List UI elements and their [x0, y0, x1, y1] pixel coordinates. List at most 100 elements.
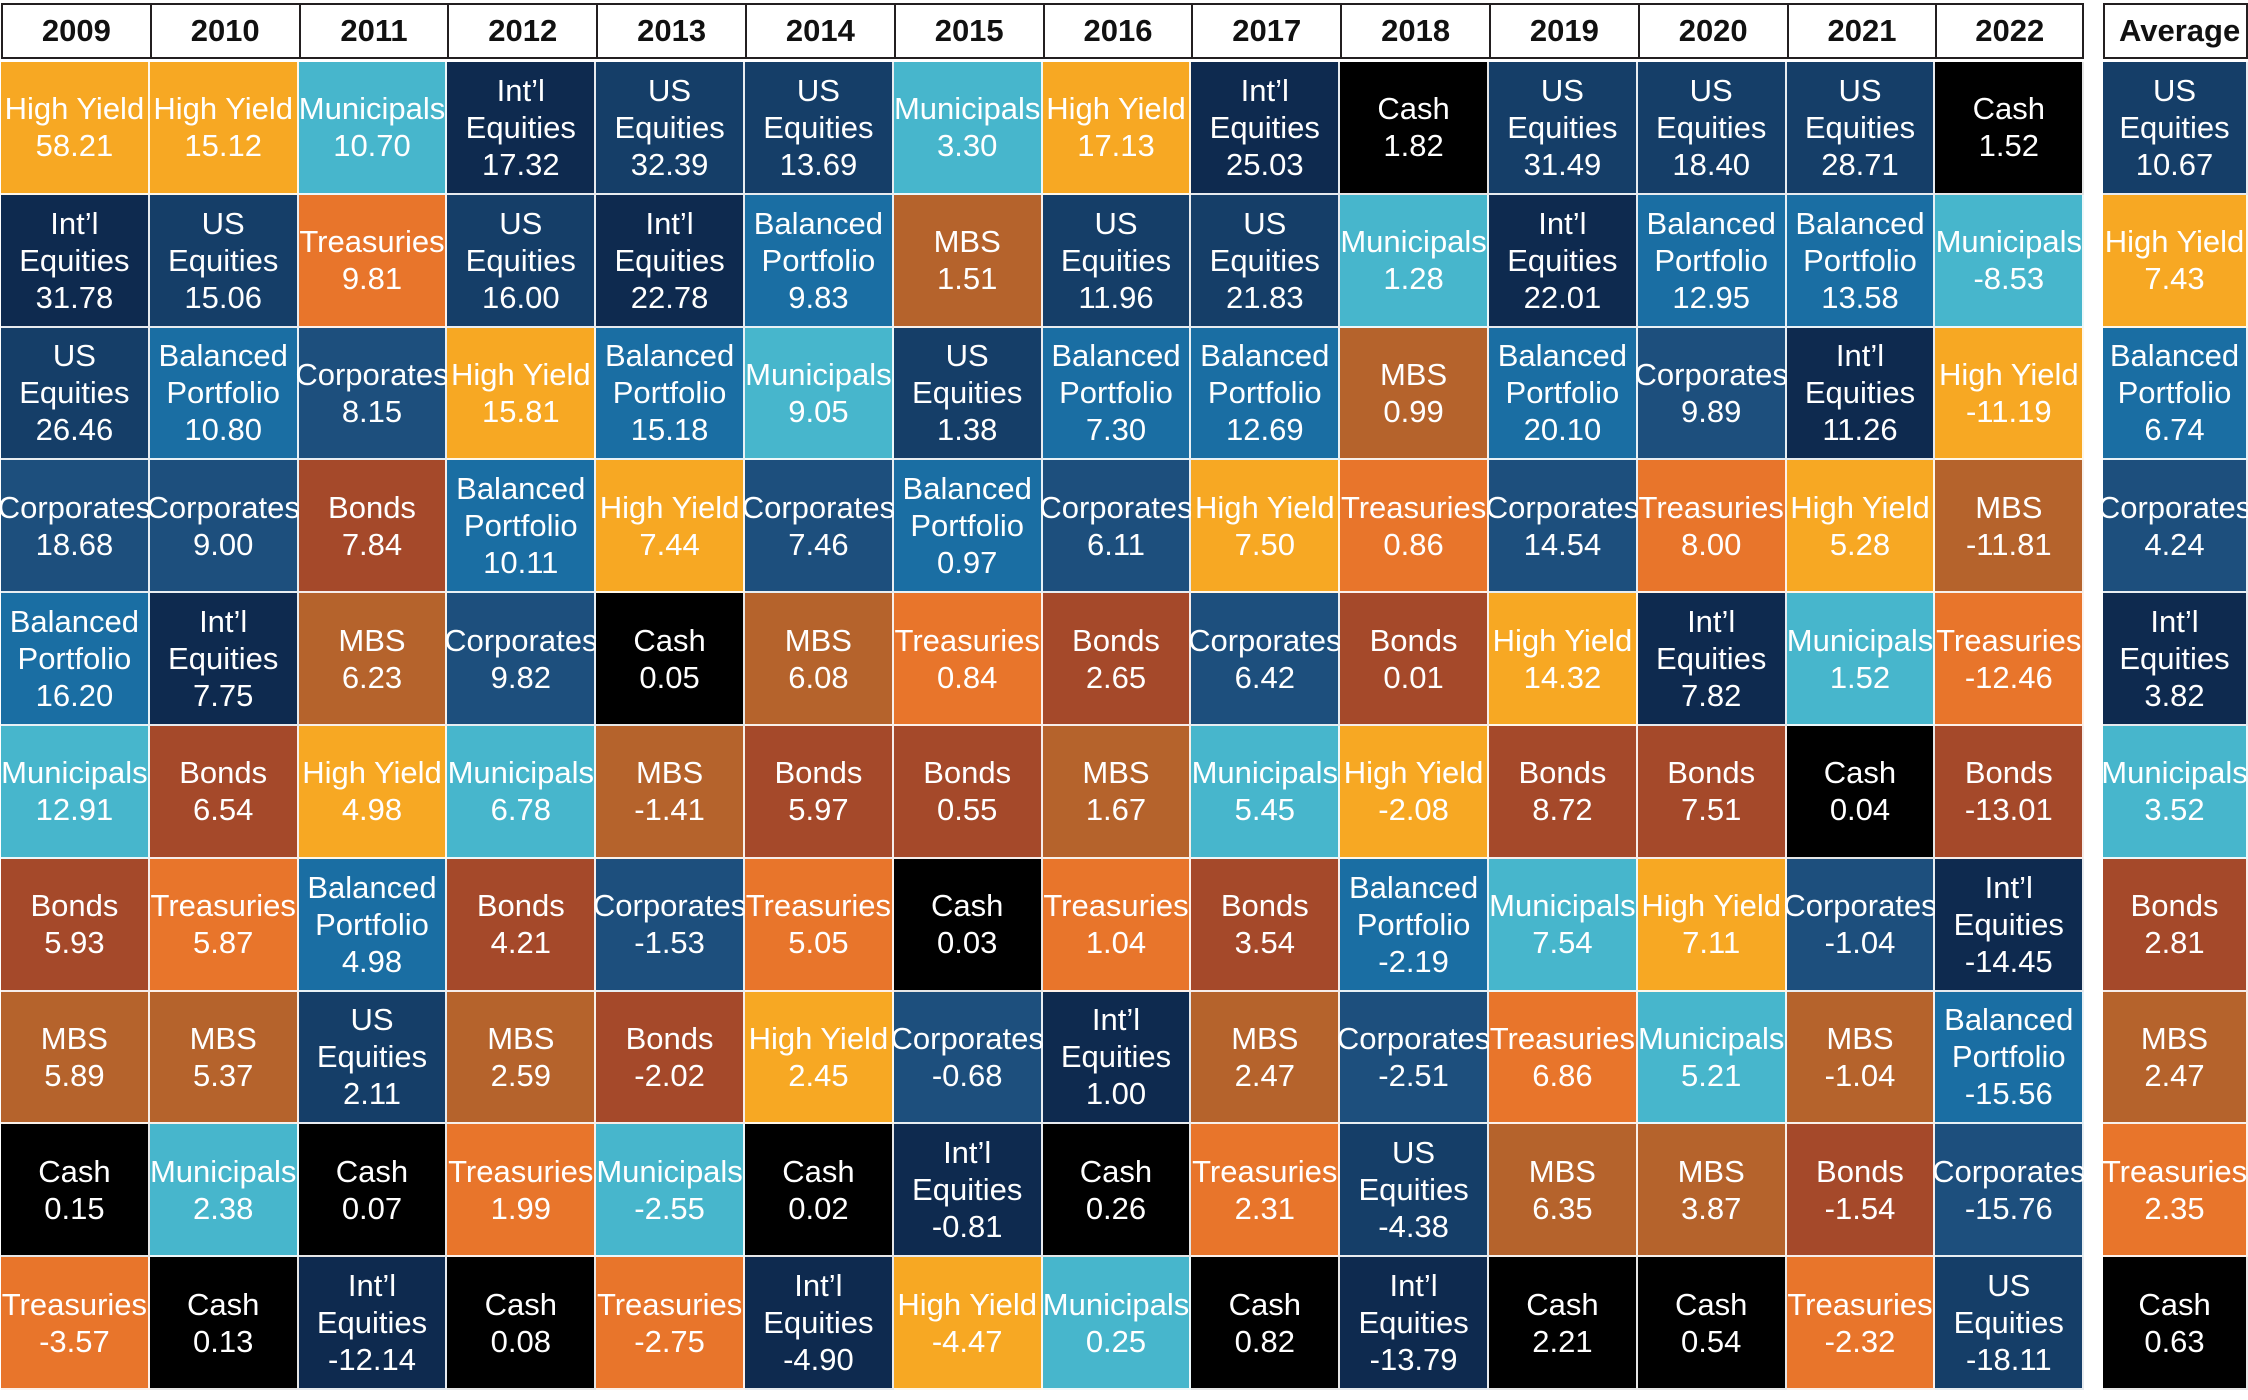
asset-class-label: US Equities [19, 338, 130, 411]
return-cell: Corporates 6.11 [1039, 460, 1193, 594]
asset-class-label: High Yield [2104, 224, 2245, 260]
return-value: 18.40 [1672, 146, 1750, 182]
asset-class-label: Int’l Equities [614, 205, 725, 278]
return-value: 0.07 [341, 1190, 403, 1226]
return-cell: MBS 1.67 [1042, 726, 1192, 859]
return-cell: Treasuries 6.86 [1489, 991, 1638, 1125]
return-value: 12.95 [1672, 279, 1750, 315]
return-value: -3.57 [39, 1323, 110, 1359]
asset-class-label: MBS [40, 1020, 108, 1056]
asset-class-label: Balanced Portfolio [2109, 338, 2240, 411]
asset-class-label: Municipals [447, 755, 595, 791]
asset-class-label: Corporates [1485, 489, 1640, 525]
return-cell: US Equities 16.00 [447, 194, 597, 328]
return-value: 5.97 [788, 792, 849, 828]
return-cell: Municipals 12.91 [1, 726, 150, 859]
return-cell: High Yield 4.98 [298, 726, 448, 859]
return-value: 10.67 [2135, 146, 2214, 182]
return-value: 11.26 [1822, 412, 1898, 448]
return-cell: Balanced Portfolio 10.80 [149, 327, 299, 461]
return-cell: Cash 0.05 [596, 593, 745, 726]
return-cell: Cash 0.63 [2103, 1257, 2248, 1390]
year-header: 2014 [745, 3, 894, 59]
asset-class-label: Cash [1675, 1286, 1748, 1322]
return-value: 17.32 [482, 146, 560, 182]
return-cell: High Yield 58.21 [1, 62, 150, 195]
return-value: 7.75 [193, 678, 254, 714]
asset-class-label: Treasuries [299, 224, 445, 260]
return-value: 0.01 [1383, 659, 1444, 695]
asset-class-label: MBS [338, 622, 406, 658]
asset-class-label: Balanced Portfolio [753, 205, 884, 278]
asset-class-label: Bonds [179, 755, 268, 791]
return-value: 2.35 [2144, 1190, 2205, 1226]
asset-class-label: Corporates [146, 489, 300, 525]
year-header: 2019 [1489, 3, 1638, 59]
return-value: 5.89 [44, 1057, 105, 1093]
asset-class-label: Bonds [1964, 755, 2053, 791]
return-cell: High Yield 7.50 [1191, 460, 1341, 594]
return-cell: US Equities 11.96 [1042, 194, 1192, 328]
return-value: 6.08 [788, 659, 849, 695]
return-cell: Cash 0.26 [1042, 1124, 1192, 1258]
return-cell: Bonds -13.01 [1935, 726, 2085, 859]
return-cell: Treasuries 5.87 [149, 858, 299, 992]
asset-class-label: High Yield [1194, 489, 1335, 525]
return-value: -15.76 [1964, 1190, 2053, 1226]
return-cell: Cash 0.08 [447, 1257, 597, 1390]
asset-class-label: Municipals [893, 91, 1041, 127]
return-value: 7.51 [1681, 792, 1742, 828]
asset-class-label: Corporates [1932, 1153, 2086, 1189]
return-value: 2.31 [1234, 1190, 1295, 1226]
return-cell: Corporates -2.51 [1336, 991, 1491, 1125]
return-cell: Cash 0.03 [893, 858, 1043, 992]
asset-class-label: MBS [487, 1020, 555, 1056]
asset-class-label: Treasuries [1, 1286, 148, 1322]
asset-class-label: Treasuries [1489, 1020, 1636, 1056]
return-value: 4.24 [2144, 526, 2205, 562]
asset-class-label: Corporates [1336, 1020, 1491, 1056]
year-header: 2015 [893, 3, 1043, 59]
return-cell: MBS 0.99 [1340, 327, 1489, 461]
asset-class-label: US Equities [465, 205, 576, 278]
return-cell: Treasuries 0.86 [1340, 460, 1489, 594]
return-value: 1.99 [490, 1190, 551, 1226]
return-cell: MBS -1.04 [1786, 991, 1936, 1125]
return-cell: Bonds 5.97 [745, 726, 894, 859]
return-value: 0.54 [1681, 1323, 1742, 1359]
return-value: 15.06 [184, 279, 262, 315]
asset-class-label: Bonds [1220, 888, 1309, 924]
return-cell: Treasuries -12.46 [1935, 593, 2085, 726]
asset-class-label: Balanced Portfolio [1646, 205, 1776, 278]
return-cell: Balanced Portfolio 9.83 [745, 194, 894, 328]
asset-class-label: MBS [635, 755, 704, 791]
return-value: 9.05 [788, 393, 849, 429]
asset-class-label: Corporates [1039, 489, 1193, 525]
return-cell: Municipals -2.55 [596, 1124, 745, 1258]
return-value: 5.45 [1234, 792, 1295, 828]
return-value: -15.56 [1964, 1076, 2053, 1112]
return-value: -1.04 [1824, 1057, 1896, 1093]
return-cell: Bonds 6.54 [149, 726, 299, 859]
return-value: 1.82 [1383, 128, 1444, 164]
asset-class-label: Bonds [328, 489, 416, 525]
asset-class-label: Treasuries [448, 1153, 594, 1189]
return-value: 20.10 [1523, 412, 1602, 448]
return-cell: Bonds 7.84 [298, 460, 448, 594]
asset-class-label: Int’l Equities [1953, 869, 2064, 942]
return-value: 5.28 [1829, 526, 1891, 562]
asset-class-label: Int’l Equities [1656, 604, 1767, 677]
return-cell: MBS 1.51 [893, 194, 1043, 328]
return-value: 15.18 [630, 412, 709, 448]
return-cell: Cash 1.52 [1935, 62, 2085, 195]
return-value: -1.41 [634, 792, 705, 828]
return-cell: Corporates 7.46 [742, 460, 895, 594]
return-value: 58.21 [35, 128, 114, 164]
return-cell: Treasuries 5.05 [745, 858, 894, 992]
asset-class-label: Int’l Equities [1060, 1002, 1172, 1075]
asset-class-label: US Equities [1953, 1268, 2064, 1341]
asset-class-label: Bonds [1816, 1153, 1904, 1189]
return-cell: Int’l Equities -0.81 [893, 1124, 1043, 1258]
asset-class-label: US Equities [1507, 72, 1618, 145]
